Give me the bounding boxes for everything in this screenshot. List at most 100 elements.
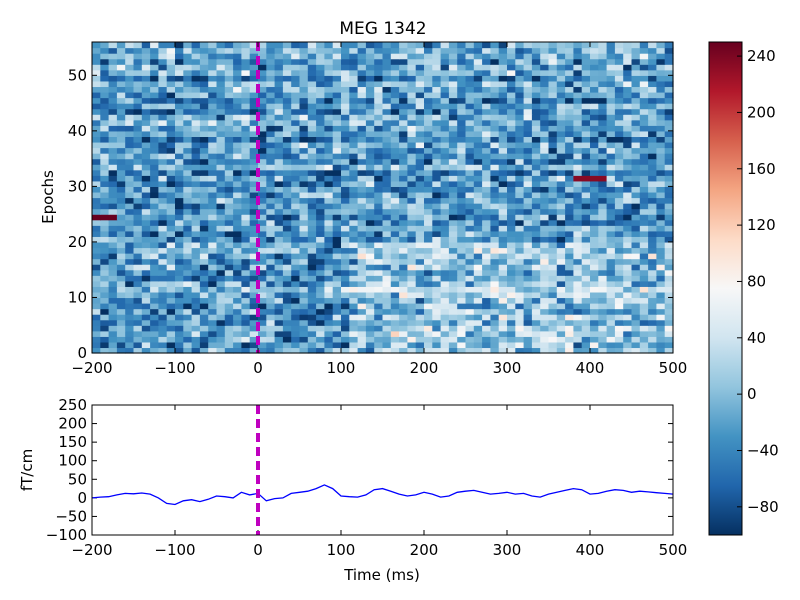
heatmap-cell [125, 325, 135, 332]
heatmap-cell [382, 80, 392, 88]
heatmap-cell [357, 269, 367, 276]
heatmap-cell [150, 91, 159, 99]
heatmap-cell [656, 86, 666, 93]
heatmap-cell [233, 286, 242, 293]
heatmap-cell [116, 42, 126, 49]
heatmap-cell [341, 91, 350, 99]
heatmap-cell [598, 308, 608, 315]
heatmap-cell [125, 47, 135, 54]
heatmap-cell [183, 169, 193, 176]
heatmap-cell [548, 230, 558, 237]
heatmap-cell [224, 153, 234, 160]
heatmap-cell [473, 114, 483, 121]
heatmap-cell [606, 308, 616, 315]
heatmap-cell [432, 153, 442, 160]
heatmap-cell [440, 258, 450, 265]
heatmap-cell [415, 58, 425, 65]
heatmap-cell [125, 225, 135, 232]
heatmap-cell [457, 180, 467, 187]
heatmap-cell [581, 253, 591, 260]
heatmap-cell [291, 269, 301, 276]
heatmap-cell [224, 119, 234, 126]
heatmap-cell [573, 130, 583, 138]
heatmap-cell [274, 314, 284, 321]
heatmap-cell [349, 197, 359, 204]
heatmap-cell [565, 53, 574, 60]
heatmap-cell [432, 330, 442, 337]
heatmap-cell [465, 258, 475, 265]
heatmap-cell [390, 291, 400, 299]
heatmap-cell [581, 86, 591, 93]
heatmap-cell [382, 197, 392, 204]
heatmap-cell [598, 180, 608, 187]
heatmap-cell [606, 291, 616, 299]
heatmap-cell [108, 108, 118, 115]
heatmap-cell [465, 297, 475, 304]
heatmap-cell [266, 214, 276, 221]
heatmap-cell [282, 336, 292, 343]
heatmap-cell [208, 164, 218, 171]
heatmap-cell [581, 186, 591, 193]
heatmap-cell [507, 186, 516, 193]
heatmap-cell [465, 203, 475, 210]
heatmap-cell [482, 264, 491, 271]
heatmap-cell [199, 97, 209, 104]
heatmap-cell [548, 164, 558, 171]
heatmap-cell [581, 153, 591, 160]
colorbar-tick-label: −80 [747, 498, 779, 516]
heatmap-cell [141, 275, 151, 282]
heatmap-cell [540, 264, 550, 271]
heatmap-cell [590, 130, 599, 138]
heatmap-cell [258, 164, 267, 171]
heatmap-cell [473, 80, 483, 88]
heatmap-cell [92, 269, 101, 276]
heatmap-cell [424, 247, 433, 254]
heatmap-cell [590, 125, 599, 132]
heatmap-cell [291, 214, 301, 221]
heatmap-cell [382, 164, 392, 171]
heatmap-cell [224, 175, 234, 182]
heatmap-cell [233, 253, 242, 260]
heatmap-cell [482, 42, 491, 49]
heatmap-cell [258, 64, 267, 71]
heatmap-cell [540, 64, 550, 71]
heatmap-cell [490, 247, 500, 254]
heatmap-cell [349, 208, 359, 215]
heatmap-cell [424, 125, 433, 132]
heatmap-cell [199, 164, 209, 171]
heatmap-cell [614, 58, 624, 65]
heatmap-cell [92, 253, 101, 260]
heatmap-cell [515, 208, 525, 215]
heatmap-cell [365, 236, 375, 243]
heatmap-cell [440, 291, 450, 299]
heatmap-cell [158, 108, 168, 115]
heatmap-cell [332, 347, 342, 354]
heatmap-cell [407, 330, 417, 337]
heatmap-cell [606, 330, 616, 337]
heatmap-cell [523, 186, 533, 193]
heatmap-cell [498, 214, 508, 221]
heatmap-cell [357, 319, 367, 326]
heatmap-cell [556, 53, 566, 60]
heatmap-cell [623, 97, 633, 104]
heatmap-cell [341, 291, 350, 299]
heatmap-cell [299, 308, 309, 315]
heatmap-cell [191, 330, 201, 337]
heatmap-cell [208, 42, 218, 49]
heatmap-cell [224, 180, 234, 187]
heatmap-cell [349, 75, 359, 82]
heatmap-cell [307, 186, 317, 193]
heatmap-cell [440, 297, 450, 304]
heatmap-cell [565, 264, 574, 271]
heatmap-cell [581, 42, 591, 49]
heatmap-cell [332, 330, 342, 337]
heatmap-cell [208, 253, 218, 260]
heatmap-cell [224, 114, 234, 121]
heatmap-cell [556, 125, 566, 132]
heatmap-cell [648, 103, 657, 110]
heatmap-cell [440, 341, 450, 349]
heatmap-cell [531, 114, 541, 121]
heatmap-cell [249, 258, 259, 265]
